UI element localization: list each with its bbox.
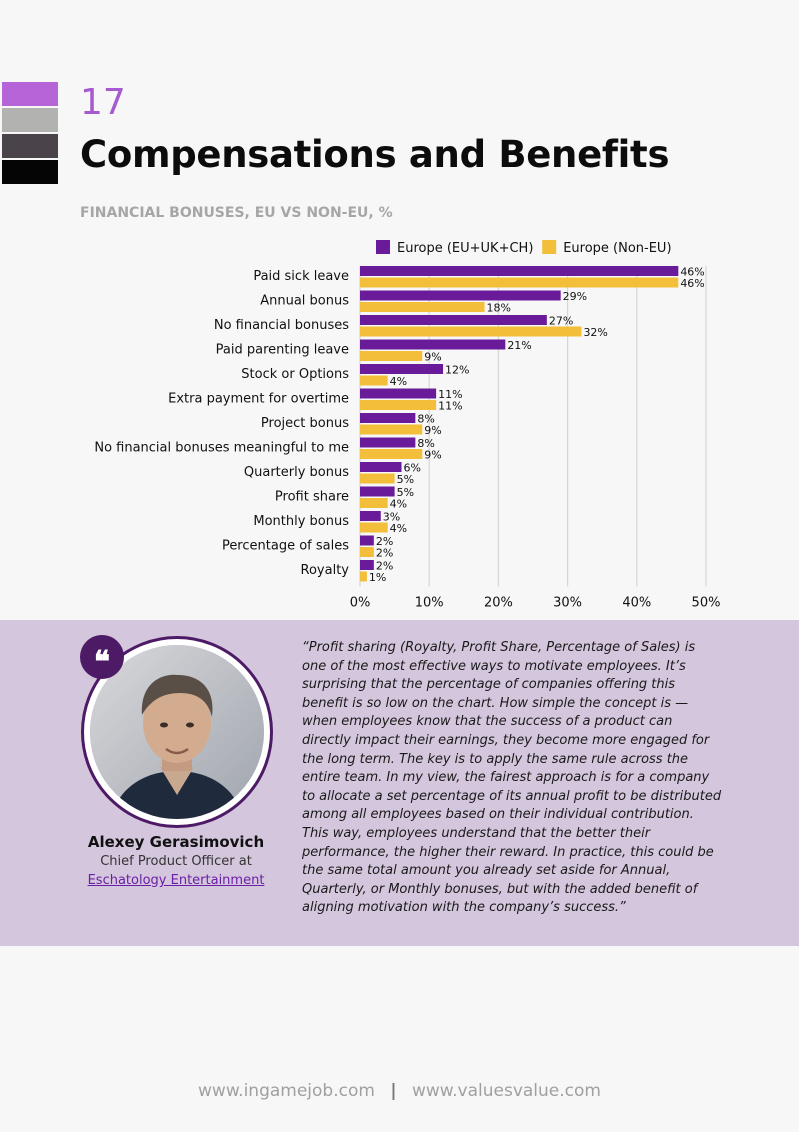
bar	[360, 424, 423, 435]
bar	[360, 315, 547, 325]
bar	[360, 290, 561, 301]
category-label: Profit share	[275, 490, 349, 505]
category-label: No financial bonuses meaningful to me	[94, 441, 349, 456]
category-label: No financial bonuses	[214, 318, 349, 333]
category-label: Paid sick leave	[253, 269, 349, 284]
data-label: 3%	[383, 511, 400, 524]
x-tick-label: 30%	[553, 596, 582, 608]
footer-link-ingamejob[interactable]: www.ingamejob.com	[198, 1081, 375, 1101]
person-name: Alexey Gerasimovich	[87, 833, 265, 851]
bar-chart: 0% 10% 20% 30% 40% 50% Europe (EU+UK+CH) Europe…	[94, 240, 721, 608]
data-label: 9%	[424, 351, 441, 364]
category-label: Annual bonus	[260, 294, 349, 309]
bar	[360, 486, 395, 497]
footer: www.ingamejob.com | www.valuesvalue.com	[0, 1081, 799, 1101]
data-label: 27%	[549, 315, 573, 328]
x-tick-label: 50%	[692, 596, 721, 608]
data-label: 21%	[507, 339, 531, 352]
avatar	[90, 645, 264, 819]
category-label: Stock or Options	[241, 367, 349, 382]
legend-swatch	[376, 240, 390, 254]
company-link[interactable]: Eschatology Entertainment	[87, 873, 265, 888]
bar	[360, 547, 374, 557]
data-label: 8%	[417, 437, 434, 450]
category-label: Paid parenting leave	[216, 343, 349, 358]
data-label: 1%	[369, 571, 386, 584]
bar	[360, 571, 367, 582]
data-label: 46%	[680, 266, 704, 279]
bar	[360, 535, 374, 546]
data-label: 12%	[445, 364, 469, 377]
data-label: 32%	[583, 326, 607, 339]
footer-separator: |	[390, 1081, 397, 1101]
legend-label: Europe (Non-EU)	[563, 241, 671, 256]
bar	[360, 351, 423, 361]
color-swatch	[2, 108, 58, 132]
x-tick-label: 20%	[484, 596, 513, 608]
bar	[360, 375, 388, 386]
bar	[360, 326, 582, 337]
quote-icon: ❝	[80, 635, 124, 680]
data-label: 29%	[563, 290, 587, 303]
footer-link-valuesvalue[interactable]: www.valuesvalue.com	[411, 1081, 601, 1101]
bar	[360, 302, 485, 312]
color-swatch	[2, 160, 58, 184]
bar	[360, 522, 388, 533]
bar	[360, 462, 402, 472]
data-label: 4%	[390, 498, 407, 511]
category-label: Extra payment for overtime	[168, 392, 349, 407]
bar	[360, 437, 416, 448]
x-tick-label: 40%	[622, 596, 651, 608]
x-tick-label: 0%	[350, 596, 371, 608]
data-label: 5%	[397, 473, 414, 486]
bar	[360, 388, 437, 399]
data-label: 2%	[376, 535, 393, 548]
color-swatch	[2, 134, 58, 158]
category-label: Project bonus	[261, 416, 349, 431]
data-label: 5%	[397, 486, 414, 499]
bar	[360, 277, 679, 288]
data-label: 2%	[376, 560, 393, 573]
legend-swatch	[542, 240, 557, 254]
category-label: Royalty	[301, 563, 350, 578]
avatar-frame	[81, 636, 273, 828]
bar	[360, 473, 395, 484]
data-label: 11%	[438, 388, 462, 401]
bar	[360, 364, 444, 374]
bar	[360, 498, 388, 508]
data-label: 6%	[404, 462, 421, 475]
data-label: 4%	[390, 522, 407, 535]
data-label: 4%	[390, 375, 407, 388]
person-role: Chief Product Officer at	[100, 854, 252, 869]
data-label: 8%	[417, 413, 434, 426]
category-label: Monthly bonus	[253, 514, 349, 529]
bar	[360, 400, 437, 410]
data-label: 9%	[424, 449, 441, 462]
bar	[360, 449, 423, 459]
quote-text: “Profit sharing (Royalty, Profit Share, …	[302, 640, 722, 916]
x-tick-label: 10%	[415, 596, 444, 608]
category-label: Quarterly bonus	[244, 465, 349, 480]
page-number: 17	[80, 82, 126, 123]
page-title: Compensations and Benefits	[80, 133, 670, 176]
data-label: 46%	[680, 277, 704, 290]
data-label: 2%	[376, 547, 393, 560]
bar	[360, 266, 679, 276]
legend-label: Europe (EU+UK+CH)	[397, 241, 533, 256]
bar	[360, 511, 381, 521]
data-label: 11%	[438, 400, 462, 413]
data-label: 18%	[487, 302, 511, 315]
category-label: Percentage of sales	[222, 539, 349, 554]
data-label: 9%	[424, 424, 441, 437]
chart-title: FINANCIAL BONUSES, EU VS NON-EU, %	[80, 205, 393, 221]
bar	[360, 413, 416, 423]
bar	[360, 339, 506, 350]
color-swatch	[2, 82, 58, 106]
bar	[360, 560, 374, 570]
